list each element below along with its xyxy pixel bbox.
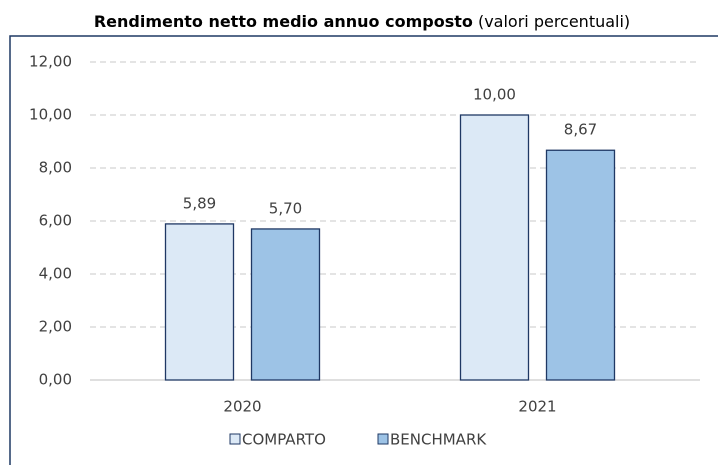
y-tick-label: 8,00 [39, 159, 72, 177]
y-tick-label: 0,00 [39, 371, 72, 389]
title-note: (valori percentuali) [478, 12, 630, 31]
x-tick-label: 2020 [223, 398, 261, 416]
data-label: 5,89 [183, 194, 216, 212]
chart-title: Rendimento netto medio annuo composto (v… [94, 12, 630, 31]
x-tick-label: 2021 [518, 398, 556, 416]
y-tick-label: 10,00 [29, 106, 72, 124]
frame [9, 35, 718, 465]
y-tick-label: 2,00 [39, 318, 72, 336]
data-label: 10,00 [473, 86, 516, 104]
legend-swatch [229, 433, 241, 445]
legend-label: COMPARTO [242, 431, 326, 449]
bar [164, 223, 235, 381]
bar [545, 149, 616, 381]
y-tick-label: 4,00 [39, 265, 72, 283]
y-tick-label: 12,00 [29, 53, 72, 71]
data-label: 5,70 [269, 199, 302, 217]
data-label: 8,67 [564, 121, 597, 139]
bar [459, 114, 530, 381]
legend-label: BENCHMARK [390, 431, 487, 449]
title-main: Rendimento netto medio annuo composto [94, 12, 473, 31]
legend-swatch [377, 433, 389, 445]
y-tick-label: 6,00 [39, 212, 72, 230]
bar [250, 228, 321, 381]
